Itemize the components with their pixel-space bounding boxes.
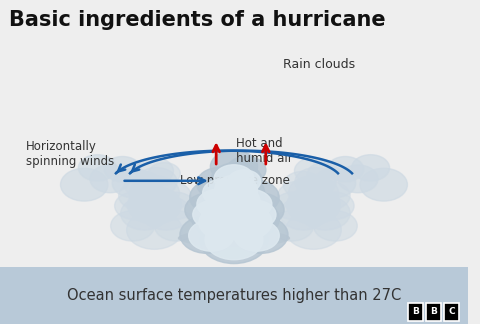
Ellipse shape	[178, 229, 290, 247]
Circle shape	[235, 201, 276, 229]
Circle shape	[148, 163, 180, 185]
Circle shape	[199, 205, 248, 240]
Circle shape	[301, 196, 350, 230]
Bar	[0, 267, 468, 324]
Circle shape	[155, 192, 195, 220]
Circle shape	[130, 176, 180, 210]
Circle shape	[221, 204, 272, 240]
Text: B: B	[430, 307, 437, 316]
Circle shape	[280, 197, 327, 230]
Circle shape	[104, 156, 141, 182]
Circle shape	[135, 157, 173, 184]
Circle shape	[120, 197, 168, 230]
Circle shape	[60, 168, 108, 201]
Circle shape	[229, 189, 272, 219]
Circle shape	[234, 216, 288, 253]
Circle shape	[338, 165, 378, 193]
Circle shape	[90, 165, 130, 193]
Text: Hot and
humid air: Hot and humid air	[236, 137, 293, 165]
Circle shape	[193, 201, 234, 229]
Circle shape	[287, 187, 341, 224]
Circle shape	[313, 211, 357, 241]
Circle shape	[270, 211, 313, 241]
Circle shape	[228, 179, 279, 215]
Circle shape	[200, 216, 268, 264]
Circle shape	[210, 150, 258, 183]
Circle shape	[180, 216, 234, 253]
Circle shape	[278, 181, 319, 210]
Bar	[426, 303, 441, 321]
Circle shape	[308, 163, 339, 185]
Circle shape	[228, 170, 261, 193]
Circle shape	[309, 181, 350, 210]
Circle shape	[295, 168, 336, 196]
Circle shape	[155, 211, 198, 241]
Circle shape	[136, 168, 177, 196]
Circle shape	[211, 163, 262, 198]
Circle shape	[215, 175, 257, 205]
Circle shape	[190, 179, 241, 215]
Circle shape	[313, 168, 356, 198]
Text: Rain clouds: Rain clouds	[283, 58, 355, 71]
Bar	[444, 303, 459, 321]
Circle shape	[234, 220, 279, 251]
Circle shape	[294, 157, 333, 184]
Circle shape	[115, 192, 155, 220]
Circle shape	[352, 155, 390, 181]
Text: Basic ingredients of a hurricane: Basic ingredients of a hurricane	[9, 10, 386, 30]
Circle shape	[327, 156, 363, 182]
Circle shape	[288, 176, 338, 210]
Circle shape	[206, 195, 262, 234]
Circle shape	[214, 165, 254, 192]
Circle shape	[203, 172, 265, 215]
Circle shape	[142, 196, 191, 230]
Circle shape	[197, 167, 244, 200]
Circle shape	[201, 186, 267, 232]
Circle shape	[124, 171, 162, 198]
Circle shape	[127, 211, 182, 249]
Circle shape	[189, 220, 234, 251]
Circle shape	[192, 199, 251, 240]
Circle shape	[314, 192, 354, 220]
Text: B: B	[412, 307, 419, 316]
Circle shape	[283, 171, 322, 198]
Text: Low pressure zone: Low pressure zone	[180, 174, 290, 187]
Circle shape	[203, 179, 242, 206]
Circle shape	[360, 168, 408, 201]
Circle shape	[111, 211, 155, 241]
Circle shape	[235, 193, 284, 227]
Circle shape	[119, 181, 160, 210]
Circle shape	[218, 198, 279, 240]
Circle shape	[227, 156, 266, 184]
Circle shape	[208, 183, 260, 219]
Text: C: C	[448, 307, 455, 316]
Circle shape	[112, 168, 155, 198]
Circle shape	[185, 193, 234, 227]
Text: Ocean surface temperatures higher than 27C: Ocean surface temperatures higher than 2…	[67, 288, 401, 303]
Circle shape	[286, 211, 341, 249]
Circle shape	[205, 220, 263, 260]
Circle shape	[150, 181, 191, 210]
Circle shape	[127, 187, 181, 224]
Bar	[408, 303, 423, 321]
Text: Horizontally
spinning winds: Horizontally spinning winds	[26, 140, 114, 168]
Circle shape	[197, 189, 240, 219]
Circle shape	[274, 192, 313, 220]
Circle shape	[78, 155, 116, 181]
